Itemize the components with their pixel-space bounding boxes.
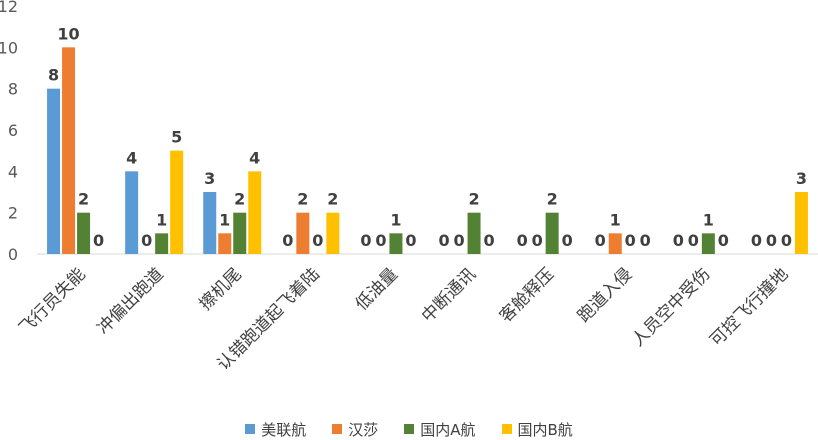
y-tick-label: 12 (0, 0, 18, 16)
data-label: 0 (483, 231, 494, 250)
legend-label: 汉莎 (348, 420, 379, 439)
x-tick-label: 冲偏出跑道 (93, 264, 167, 338)
data-label: 3 (204, 169, 215, 188)
data-label: 0 (766, 231, 777, 250)
data-label: 1 (610, 210, 621, 229)
data-label: 0 (688, 231, 699, 250)
data-label: 4 (249, 148, 260, 167)
data-label: 0 (640, 231, 651, 250)
data-label: 3 (796, 169, 807, 188)
bar (47, 88, 61, 255)
x-tick-label: 中断通讯 (418, 264, 480, 326)
bar (296, 212, 310, 254)
bar (155, 233, 169, 254)
data-label: 2 (468, 190, 479, 209)
data-label: 8 (48, 66, 59, 85)
legend: 美联航 汉莎 国内A航 国内B航 (0, 418, 818, 440)
legend-label: 国内B航 (517, 420, 573, 439)
bar (326, 212, 340, 254)
legend-item: 汉莎 (332, 419, 378, 440)
bar (170, 150, 184, 254)
data-label: 0 (781, 231, 792, 250)
y-tick-label: 6 (8, 121, 18, 140)
bar (218, 233, 232, 254)
data-label: 0 (562, 231, 573, 250)
legend-item: 国内A航 (404, 419, 476, 440)
data-label: 0 (718, 231, 729, 250)
bar (125, 171, 139, 254)
legend-label: 国内A航 (420, 420, 476, 439)
legend-item: 国内B航 (501, 419, 573, 440)
bar (62, 47, 76, 255)
data-label: 1 (390, 210, 401, 229)
data-label: 0 (375, 231, 386, 250)
y-tick-label: 10 (0, 38, 18, 57)
bar (233, 212, 247, 254)
data-label: 2 (234, 190, 245, 209)
bars (47, 47, 808, 255)
legend-swatch (245, 424, 256, 434)
data-label: 0 (282, 231, 293, 250)
bar (794, 192, 808, 254)
bar (77, 212, 91, 254)
bar (608, 233, 622, 254)
data-label: 0 (360, 231, 371, 250)
data-label: 10 (57, 24, 79, 43)
data-label: 0 (625, 231, 636, 250)
x-tick-label: 跑道入侵 (574, 264, 636, 326)
bar (467, 212, 481, 254)
data-label: 1 (219, 210, 230, 229)
data-label: 4 (126, 148, 137, 167)
x-tick-label: 飞行员失能 (15, 264, 89, 338)
legend-item: 美联航 (245, 419, 306, 440)
data-label: 2 (327, 190, 338, 209)
bar (545, 212, 559, 254)
y-axis: 0 2 4 6 8 10 12 (0, 0, 18, 264)
x-tick-label: 擦机尾 (196, 264, 246, 314)
data-label: 2 (78, 190, 89, 209)
data-label: 0 (405, 231, 416, 250)
data-label: 0 (453, 231, 464, 250)
x-tick-label: 可控飞行撞地 (706, 264, 792, 350)
bar (701, 233, 715, 254)
data-label: 0 (595, 231, 606, 250)
bar (248, 171, 262, 254)
y-tick-label: 2 (8, 204, 18, 223)
data-label: 0 (517, 231, 528, 250)
data-label: 5 (171, 128, 182, 147)
data-label: 0 (673, 231, 684, 250)
data-label: 2 (547, 190, 558, 209)
data-label: 0 (141, 231, 152, 250)
data-label: 0 (532, 231, 543, 250)
data-label: 1 (156, 210, 167, 229)
legend-swatch (332, 424, 343, 434)
bar (389, 233, 403, 254)
data-label: 1 (703, 210, 714, 229)
y-tick-label: 4 (8, 162, 18, 181)
data-label: 0 (312, 231, 323, 250)
data-label: 0 (438, 231, 449, 250)
legend-label: 美联航 (261, 420, 307, 439)
data-label: 0 (751, 231, 762, 250)
x-tick-label: 客舱释压 (496, 264, 558, 326)
x-tick-label: 低油量 (352, 264, 402, 314)
legend-swatch (501, 424, 512, 434)
x-tick-label: 人员空中受伤 (628, 264, 714, 350)
y-tick-label: 8 (8, 80, 18, 99)
data-label: 0 (93, 231, 104, 250)
legend-swatch (404, 424, 415, 434)
bar (203, 192, 217, 254)
y-tick-label: 0 (8, 245, 18, 264)
data-label: 2 (297, 190, 308, 209)
